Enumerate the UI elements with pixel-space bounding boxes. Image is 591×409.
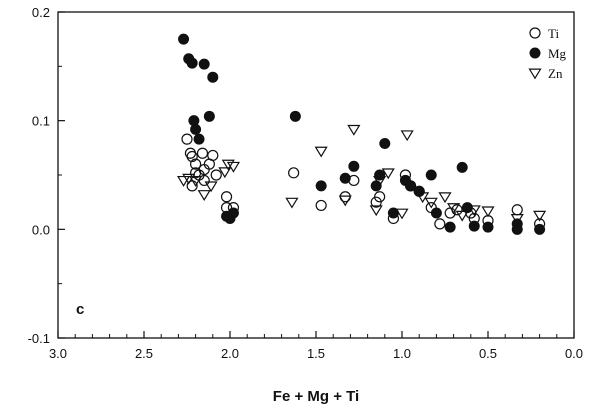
data-point-zn [416,192,430,204]
data-point-mg [413,185,425,197]
data-point-mg [468,220,480,232]
y-tick-label: -0.1 [28,331,50,346]
data-point-mg [190,123,202,135]
data-point-mg [405,180,417,192]
data-point-zn [189,175,203,187]
data-point-zn [197,190,211,201]
legend-label-ti: Ti [548,26,559,41]
panel-label: c [76,301,84,318]
data-point-zn [338,195,352,207]
y-tick-label: 0.0 [32,222,50,237]
legend-marker-zn [528,68,542,80]
data-point-mg [374,169,386,181]
legend-marker-mg [529,47,541,59]
data-point-ti [220,191,233,203]
data-point-zn [481,206,495,218]
y-tick-label: 0.2 [32,5,50,20]
data-point-ti [434,218,446,230]
data-point-ti [186,150,198,163]
data-point-zn [176,175,191,187]
legend-marker-ti [529,27,541,39]
x-tick-label: 2.5 [135,346,153,361]
data-point-zn [373,175,387,187]
y-tick-label: 0.1 [32,114,50,129]
data-point-mg [186,57,198,69]
data-point-ti [288,167,300,179]
data-point-mg [430,207,442,219]
data-point-zn [226,161,241,173]
data-point-ti [181,133,193,145]
data-point-ti [374,191,386,203]
data-point-ti [196,147,209,159]
data-point-mg [348,160,360,172]
data-point-mg [534,223,546,235]
data-point-ti [315,199,327,212]
x-tick-label: 0.5 [479,346,497,361]
data-point-mg [207,71,219,83]
data-point-mg [203,110,215,122]
data-point-ti [207,149,219,162]
data-point-zn [314,146,328,158]
data-point-zn [204,181,218,193]
data-point-mg [444,221,456,233]
data-point-zn [218,167,232,179]
data-point-mg [289,110,301,122]
series-zn [176,124,547,225]
data-point-mg [178,33,190,45]
plot-frame [57,11,575,339]
legend-label-mg: Mg [548,46,567,61]
data-point-zn [395,208,409,220]
data-point-zn [533,210,547,222]
data-point-ti [190,158,202,170]
series-mg [178,33,546,235]
data-point-zn [438,192,452,204]
data-point-zn [400,130,414,142]
data-point-zn [285,197,299,209]
data-point-mg [482,221,494,233]
x-tick-label: 0.0 [565,346,583,361]
data-point-zn [369,205,383,217]
data-point-ti [511,204,523,216]
x-tick-label: 2.0 [221,346,239,361]
data-point-mg [227,207,239,219]
data-point-mg [339,172,351,184]
x-tick-label: 1.0 [393,346,411,361]
data-point-mg [456,161,468,173]
x-axis: 3.0 2.5 2.0 1.5 1.0 0.5 0.0 [49,331,583,361]
y-axis: -0.1 0.0 0.1 0.2 [28,5,65,346]
data-point-ti [190,167,202,179]
data-point-ti [370,196,382,208]
data-point-zn [447,203,461,214]
data-point-mg [425,169,437,181]
data-point-mg [315,180,327,192]
x-tick-label: 1.5 [307,346,325,361]
data-point-zn [510,214,524,225]
data-point-mg [379,137,391,149]
data-point-mg [198,58,210,70]
data-point-ti [210,169,222,181]
data-point-zn [381,168,395,180]
data-point-zn [467,205,481,217]
x-tick-label: 3.0 [49,346,67,361]
data-point-zn [455,210,469,222]
data-point-mg [511,223,523,235]
data-point-zn [221,159,235,171]
legend: Ti Mg Zn [528,26,567,81]
legend-label-zn: Zn [548,66,563,81]
data-points [176,33,547,235]
x-axis-label: Fe + Mg + Ti [273,388,359,405]
data-point-zn [347,124,361,136]
data-point-mg [193,133,205,145]
data-point-zn [424,197,438,209]
